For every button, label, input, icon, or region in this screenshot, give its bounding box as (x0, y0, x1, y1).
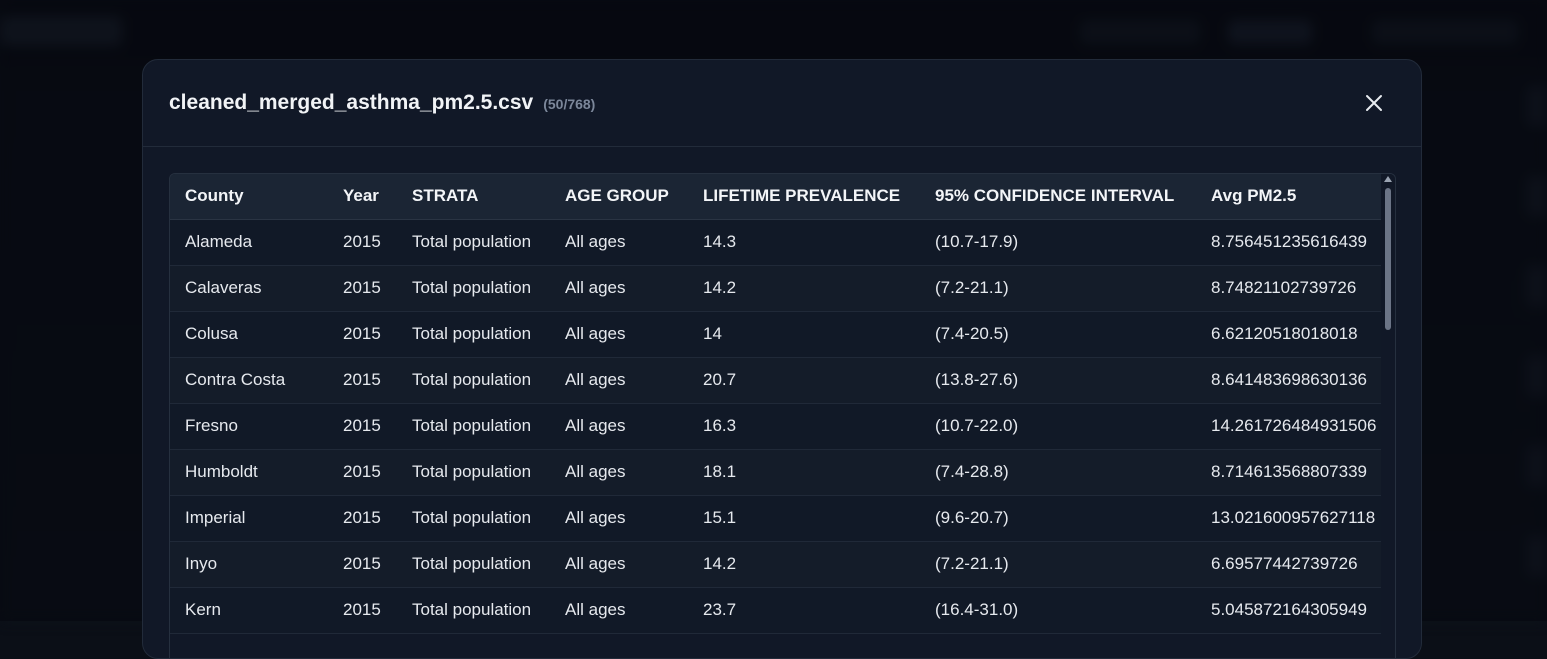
table-cell: Total population (397, 219, 550, 265)
table-cell: 20.7 (688, 357, 920, 403)
column-header[interactable]: LIFETIME PREVALENCE (688, 174, 920, 219)
table-cell: All ages (550, 311, 688, 357)
file-name: cleaned_merged_asthma_pm2.5.csv (169, 91, 533, 115)
column-header[interactable]: STRATA (397, 174, 550, 219)
modal-header: cleaned_merged_asthma_pm2.5.csv (50/768) (143, 60, 1421, 147)
table-cell: 2015 (328, 495, 397, 541)
table-cell: 6.69577442739726 (1196, 541, 1383, 587)
table-cell: Total population (397, 541, 550, 587)
table-cell: Inyo (170, 541, 328, 587)
close-icon (1365, 94, 1383, 112)
table-cell: Colusa (170, 311, 328, 357)
table-cell: (10.7-22.0) (920, 403, 1196, 449)
table-cell: 8.756451235616439 (1196, 219, 1383, 265)
table-cell: 14.261726484931506 (1196, 403, 1383, 449)
vertical-scrollbar[interactable] (1381, 174, 1395, 659)
close-button[interactable] (1361, 90, 1387, 116)
data-table-container[interactable]: County Year STRATA AGE GROUP LIFETIME PR… (169, 173, 1396, 659)
table-cell: Fresno (170, 403, 328, 449)
column-header[interactable]: County (170, 174, 328, 219)
table-cell: 2015 (328, 219, 397, 265)
column-header[interactable]: AGE GROUP (550, 174, 688, 219)
data-table: County Year STRATA AGE GROUP LIFETIME PR… (170, 174, 1383, 634)
table-cell: (7.4-20.5) (920, 311, 1196, 357)
table-cell: 16.3 (688, 403, 920, 449)
table-cell: Total population (397, 587, 550, 633)
table-cell: All ages (550, 541, 688, 587)
table-cell: 2015 (328, 311, 397, 357)
table-cell: 2015 (328, 265, 397, 311)
table-cell: All ages (550, 219, 688, 265)
table-cell: (7.2-21.1) (920, 265, 1196, 311)
table-cell: 6.62120518018018 (1196, 311, 1383, 357)
table-cell: Contra Costa (170, 357, 328, 403)
table-cell: 2015 (328, 449, 397, 495)
table-cell: Total population (397, 357, 550, 403)
table-cell: Total population (397, 265, 550, 311)
chevron-up-icon[interactable] (1384, 176, 1392, 182)
table-header-row: County Year STRATA AGE GROUP LIFETIME PR… (170, 174, 1383, 219)
table-cell: 14.2 (688, 265, 920, 311)
table-cell: All ages (550, 403, 688, 449)
table-cell: All ages (550, 449, 688, 495)
table-cell: All ages (550, 357, 688, 403)
table-cell: 14.2 (688, 541, 920, 587)
table-cell: Total population (397, 403, 550, 449)
table-cell: All ages (550, 495, 688, 541)
column-header[interactable]: 95% CONFIDENCE INTERVAL (920, 174, 1196, 219)
table-cell: Total population (397, 495, 550, 541)
table-cell: Total population (397, 311, 550, 357)
table-cell: 14.3 (688, 219, 920, 265)
table-cell: Calaveras (170, 265, 328, 311)
table-cell: 8.641483698630136 (1196, 357, 1383, 403)
table-cell: Kern (170, 587, 328, 633)
table-cell: 5.045872164305949 (1196, 587, 1383, 633)
table-cell: 15.1 (688, 495, 920, 541)
table-cell: 14 (688, 311, 920, 357)
table-cell: (7.2-21.1) (920, 541, 1196, 587)
table-cell: (13.8-27.6) (920, 357, 1196, 403)
modal-title: cleaned_merged_asthma_pm2.5.csv (50/768) (169, 91, 595, 115)
table-cell: Imperial (170, 495, 328, 541)
table-cell: 18.1 (688, 449, 920, 495)
table-cell: All ages (550, 265, 688, 311)
table-cell: All ages (550, 587, 688, 633)
table-cell: 2015 (328, 541, 397, 587)
table-cell: 13.021600957627118 (1196, 495, 1383, 541)
table-cell: Humboldt (170, 449, 328, 495)
table-cell: (10.7-17.9) (920, 219, 1196, 265)
table-cell: 2015 (328, 403, 397, 449)
file-preview-modal: cleaned_merged_asthma_pm2.5.csv (50/768)… (142, 59, 1422, 659)
table-cell: 2015 (328, 357, 397, 403)
column-header[interactable]: Year (328, 174, 397, 219)
table-cell: Alameda (170, 219, 328, 265)
table-cell: (9.6-20.7) (920, 495, 1196, 541)
table-cell: 8.74821102739726 (1196, 265, 1383, 311)
table-cell: (7.4-28.8) (920, 449, 1196, 495)
table-cell: 2015 (328, 587, 397, 633)
column-header[interactable]: Avg PM2.5 (1196, 174, 1383, 219)
table-cell: 8.714613568807339 (1196, 449, 1383, 495)
scrollbar-thumb[interactable] (1385, 188, 1391, 330)
table-cell: (16.4-31.0) (920, 587, 1196, 633)
row-count: (50/768) (543, 96, 595, 112)
table-cell: 23.7 (688, 587, 920, 633)
table-cell: Total population (397, 449, 550, 495)
